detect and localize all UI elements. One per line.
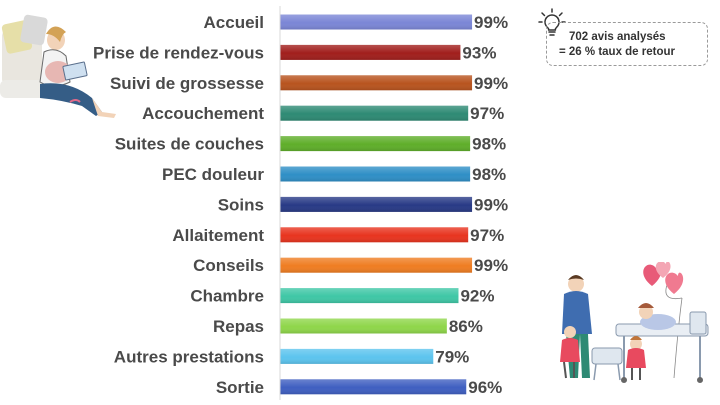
response-rate-text: = 26 % taux de retour — [559, 46, 675, 58]
bar-shading-repas — [280, 318, 447, 334]
value-label-conseils: 99% — [474, 256, 508, 275]
value-label-accouchement: 97% — [470, 104, 504, 123]
bar-shading-accueil — [280, 14, 473, 30]
bar-shading-prise-de-rendez-vous — [280, 44, 461, 60]
category-label-prise-de-rendez-vous: Prise de rendez-vous — [93, 43, 264, 62]
category-label-accouchement: Accouchement — [142, 104, 264, 123]
bars-layer: Accueil 99% Prise de rendez-vous 93% Suivi d… — [93, 13, 508, 397]
category-label-soins: Soins — [218, 195, 264, 214]
value-label-suivi-de-grossesse: 99% — [474, 74, 508, 93]
bar-shading-soins — [280, 196, 473, 212]
bar-shading-conseils — [280, 257, 473, 273]
bar-shading-sortie — [280, 379, 467, 395]
category-label-accueil: Accueil — [204, 13, 264, 32]
family-with-newborn-illustration — [560, 262, 709, 383]
value-label-pec-douleur: 98% — [472, 165, 506, 184]
category-label-allaitement: Allaitement — [172, 226, 264, 245]
value-label-soins: 99% — [474, 195, 508, 214]
value-label-accueil: 99% — [474, 13, 508, 32]
category-label-chambre: Chambre — [190, 287, 264, 306]
category-label-conseils: Conseils — [193, 256, 264, 275]
category-label-suivi-de-grossesse: Suivi de grossesse — [110, 74, 264, 93]
value-label-chambre: 92% — [460, 287, 494, 306]
value-label-sortie: 96% — [468, 378, 502, 397]
bar-shading-pec-douleur — [280, 166, 471, 182]
bar-shading-suites-de-couches — [280, 136, 471, 152]
bar-shading-autres-prestations — [280, 348, 434, 364]
bar-shading-accouchement — [280, 105, 469, 121]
bar-shading-chambre — [280, 288, 459, 304]
category-label-repas: Repas — [213, 317, 264, 336]
category-label-pec-douleur: PEC douleur — [162, 165, 264, 184]
bar-shading-allaitement — [280, 227, 469, 243]
respondents-note: 702 avis analysés = 26 % taux de retour — [546, 22, 708, 66]
pregnant-woman-reading-illustration — [0, 14, 116, 118]
value-label-allaitement: 97% — [470, 226, 504, 245]
value-label-prise-de-rendez-vous: 93% — [462, 43, 496, 62]
respondents-count-text: 702 avis analysés — [569, 31, 666, 43]
value-label-suites-de-couches: 98% — [472, 135, 506, 154]
category-label-suites-de-couches: Suites de couches — [115, 135, 264, 154]
category-label-sortie: Sortie — [216, 378, 264, 397]
value-label-autres-prestations: 79% — [435, 347, 469, 366]
value-label-repas: 86% — [449, 317, 483, 336]
bar-shading-suivi-de-grossesse — [280, 75, 473, 91]
category-label-autres-prestations: Autres prestations — [114, 347, 264, 366]
